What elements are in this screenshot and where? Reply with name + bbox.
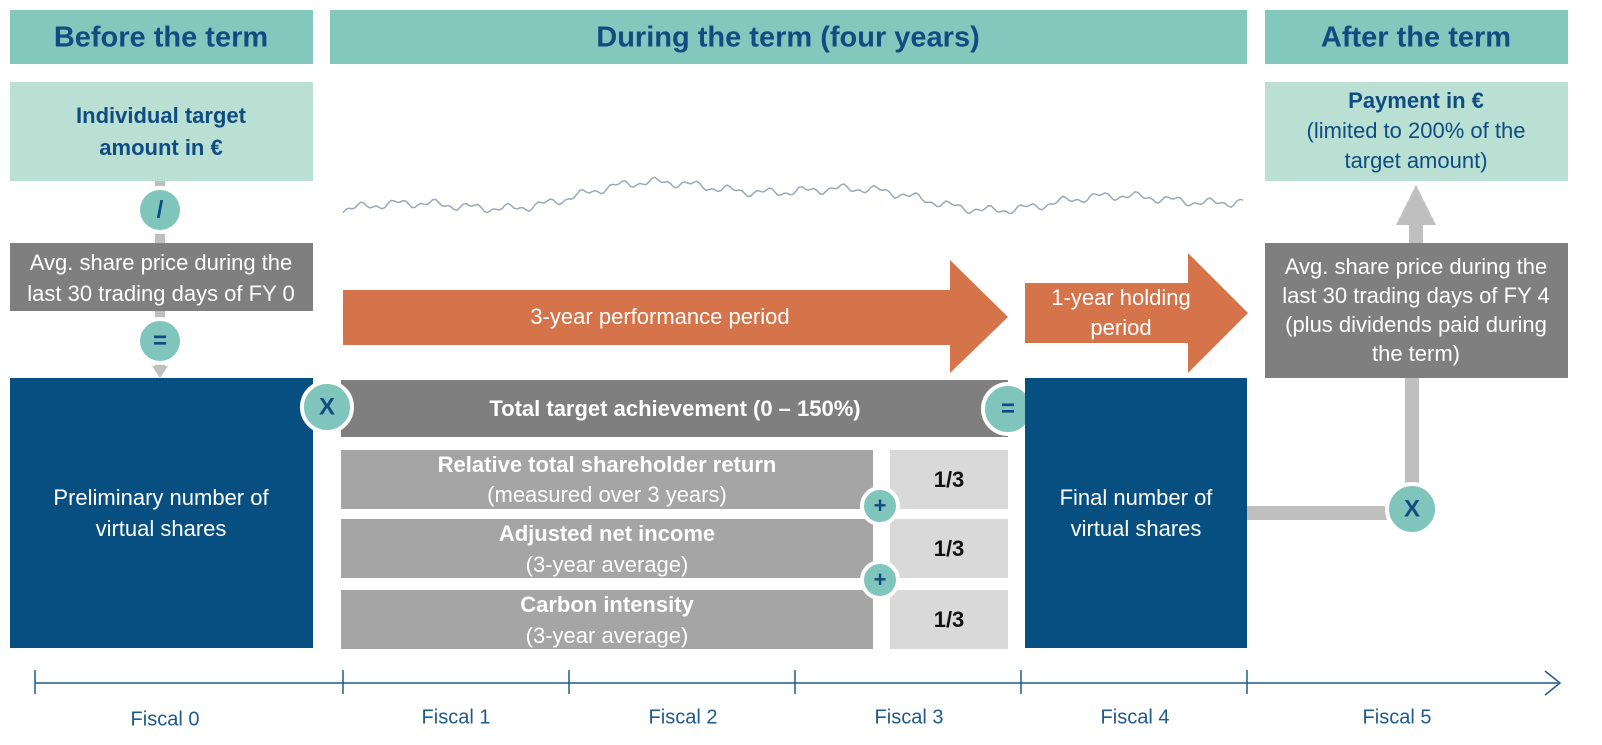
arrow-text: period	[1090, 315, 1151, 340]
total-bar	[341, 380, 1008, 437]
total-text: Total target achievement (0 – 150%)	[489, 396, 860, 421]
component-name: Relative total shareholder return	[438, 452, 777, 477]
arrow-head	[152, 366, 168, 378]
header: Before the term	[54, 22, 268, 54]
operator-circle	[860, 560, 900, 600]
box-text: amount in €	[99, 135, 222, 160]
header-bar	[1265, 10, 1568, 64]
operator: =	[1001, 395, 1015, 422]
share-price-box	[1265, 243, 1568, 378]
box-text: virtual shares	[1071, 516, 1202, 541]
header: After the term	[1321, 22, 1511, 54]
target-box	[10, 82, 313, 181]
timeline-label: Fiscal 3	[875, 706, 944, 728]
box-text: target amount)	[1344, 148, 1487, 173]
component-box	[341, 450, 873, 509]
share-price-box	[10, 243, 313, 311]
performance-arrow	[343, 260, 1008, 373]
component-name: Carbon intensity	[520, 592, 694, 617]
weight-box	[890, 590, 1008, 649]
box-text: Avg. share price during the	[30, 250, 293, 275]
box-text: Payment in €	[1348, 88, 1484, 113]
arrow-text: 1-year holding	[1051, 285, 1190, 310]
box-text: last 30 trading days of FY 4	[1282, 283, 1549, 308]
operator-circle	[136, 317, 184, 365]
header-bar	[10, 10, 313, 64]
operator-circle	[860, 486, 900, 526]
arrow-head	[1396, 185, 1436, 225]
component-weight: 1/3	[934, 467, 965, 492]
box-text: last 30 trading days of FY 0	[27, 281, 294, 306]
payment-box	[1265, 82, 1568, 181]
timeline-label: Fiscal 0	[131, 708, 200, 730]
weight-box	[890, 450, 1008, 509]
box-text: Preliminary number of	[53, 485, 269, 510]
timeline-label: Fiscal 2	[649, 706, 718, 728]
box-text: Avg. share price during the	[1285, 254, 1548, 279]
operator: X	[319, 393, 335, 420]
operator: +	[874, 567, 887, 592]
operator-circle	[300, 380, 354, 434]
timeline-label: Fiscal 5	[1363, 706, 1432, 728]
box-text: virtual shares	[96, 516, 227, 541]
operator: X	[1404, 495, 1420, 522]
component-detail: (3-year average)	[526, 552, 689, 577]
operator-circle	[1385, 482, 1439, 536]
operator: /	[157, 196, 164, 223]
timeline-arrow	[1544, 670, 1562, 696]
header-bar	[330, 10, 1247, 64]
component-box	[341, 590, 873, 649]
preliminary-box	[10, 378, 313, 648]
component-weight: 1/3	[934, 536, 965, 561]
box-text: the term)	[1372, 341, 1460, 366]
box-text: (limited to 200% of the	[1307, 118, 1526, 143]
timeline-label: Fiscal 1	[422, 706, 491, 728]
arrow-text: 3-year performance period	[530, 304, 789, 329]
share-price-line	[342, 176, 1244, 215]
operator: =	[153, 327, 167, 354]
component-name: Adjusted net income	[499, 521, 715, 546]
weight-box	[890, 519, 1008, 578]
box-text: Final number of	[1060, 485, 1214, 510]
timeline-label: Fiscal 4	[1101, 706, 1170, 728]
timeline-ticks	[34, 670, 1248, 694]
box-text: Individual target	[76, 103, 247, 128]
operator: +	[874, 493, 887, 518]
component-box	[341, 519, 873, 578]
holding-arrow	[1025, 253, 1248, 373]
final-box	[1025, 378, 1247, 648]
operator-circle	[136, 186, 184, 234]
component-weight: 1/3	[934, 607, 965, 632]
header: During the term (four years)	[596, 22, 980, 54]
component-detail: (3-year average)	[526, 623, 689, 648]
box-text: (plus dividends paid during	[1285, 312, 1547, 337]
component-detail: (measured over 3 years)	[487, 482, 727, 507]
